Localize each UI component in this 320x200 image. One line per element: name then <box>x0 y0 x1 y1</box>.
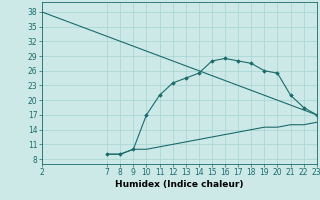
X-axis label: Humidex (Indice chaleur): Humidex (Indice chaleur) <box>115 180 244 189</box>
